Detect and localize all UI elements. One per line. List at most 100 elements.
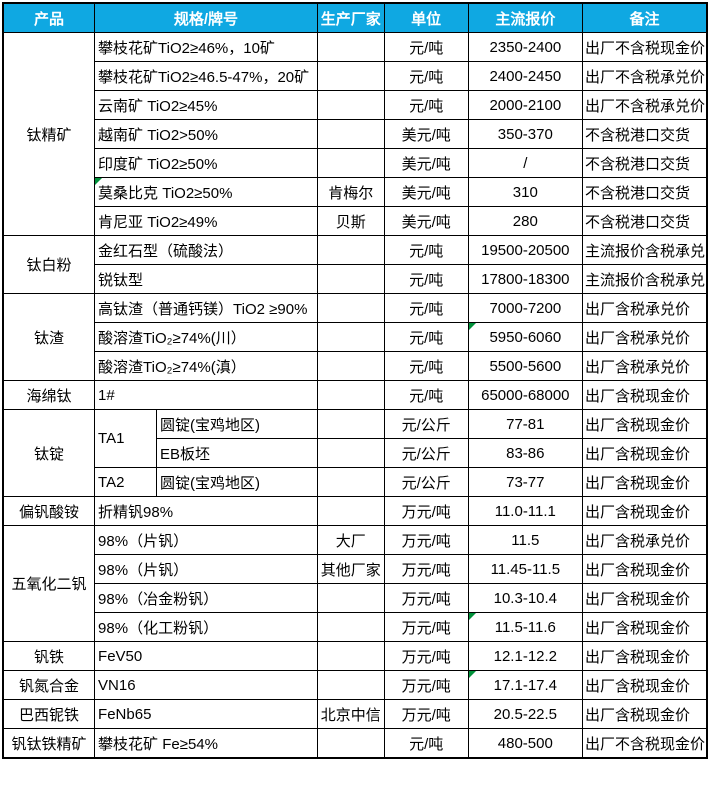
- price-cell: 17.1-17.4: [467, 670, 583, 700]
- manufacturer-cell: [316, 641, 385, 671]
- price-cell: 10.3-10.4: [467, 583, 583, 613]
- unit-cell: 元/吨: [383, 90, 469, 120]
- spec-cell: 1#: [94, 380, 318, 410]
- manufacturer-cell: [316, 409, 385, 439]
- spec-cell: 高钛渣（普通钙镁）TiO2 ≥90%: [94, 293, 318, 323]
- manufacturer-cell: [316, 264, 385, 294]
- note-cell: 不含税港口交货: [581, 177, 708, 207]
- unit-cell: 万元/吨: [383, 641, 469, 671]
- manufacturer-cell: [316, 467, 385, 497]
- manufacturer-cell: [316, 496, 385, 526]
- manufacturer-cell: [316, 322, 385, 352]
- table-row: 酸溶渣TiO₂≥74%(滇） 元/吨 5500-5600 出厂含税承兑价: [3, 351, 708, 381]
- price-cell: 5950-6060: [467, 322, 583, 352]
- ta-grade-cell: TA2: [94, 467, 157, 497]
- price-text: 11.5-11.6: [494, 618, 556, 636]
- table-row: 锐钛型 元/吨 17800-18300 主流报价含税承兑: [3, 264, 708, 294]
- unit-cell: 万元/吨: [383, 612, 469, 642]
- unit-cell: 元/吨: [383, 380, 469, 410]
- note-cell: 出厂含税承兑价: [581, 351, 708, 381]
- table-row: 肯尼亚 TiO2≥49% 贝斯 美元/吨 280 不含税港口交货: [3, 206, 708, 236]
- comment-marker-icon: [469, 671, 476, 678]
- spec-cell: 锐钛型: [94, 264, 318, 294]
- price-cell: 5500-5600: [467, 351, 583, 381]
- spec-cell: EB板坯: [155, 438, 318, 468]
- table-row: 云南矿 TiO2≥45% 元/吨 2000-2100 出厂不含税承兑价: [3, 90, 708, 120]
- unit-cell: 万元/吨: [383, 699, 469, 729]
- spec-cell: 越南矿 TiO2>50%: [94, 119, 318, 149]
- unit-cell: 元/吨: [383, 293, 469, 323]
- table-row: 钒钛铁精矿 攀枝花矿 Fe≥54% 元/吨 480-500 出厂不含税现金价: [2, 728, 708, 759]
- unit-cell: 美元/吨: [383, 148, 469, 178]
- price-text: 5950-6060: [489, 328, 562, 346]
- table-row: 钒氮合金 VN16 万元/吨 17.1-17.4 出厂含税现金价: [2, 670, 708, 700]
- product-cell: 钒氮合金: [2, 670, 96, 700]
- manufacturer-cell: [316, 235, 385, 265]
- spec-cell: 攀枝花矿TiO2≥46.5-47%，20矿: [94, 61, 318, 91]
- product-cell: 钒铁: [2, 641, 96, 671]
- unit-cell: 元/吨: [383, 264, 469, 294]
- spec-cell: 肯尼亚 TiO2≥49%: [94, 206, 318, 236]
- price-cell: 19500-20500: [467, 235, 583, 265]
- unit-cell: 万元/吨: [383, 496, 469, 526]
- note-cell: 出厂含税现金价: [581, 612, 708, 642]
- unit-cell: 元/吨: [383, 322, 469, 352]
- spec-cell: 98%（化工粉钒）: [94, 612, 318, 642]
- unit-cell: 元/公斤: [383, 409, 469, 439]
- note-cell: 出厂含税现金价: [581, 670, 708, 700]
- note-cell: 出厂不含税现金价: [581, 32, 708, 62]
- price-cell: 7000-7200: [467, 293, 583, 323]
- product-cell: 钛渣: [2, 293, 96, 381]
- product-cell: 偏钒酸铵: [2, 496, 96, 526]
- manufacturer-cell: [316, 380, 385, 410]
- header-row: 产品 规格/牌号 生产厂家 单位 主流报价 备注: [2, 2, 708, 33]
- note-cell: 出厂含税现金价: [581, 467, 708, 497]
- price-cell: 17800-18300: [467, 264, 583, 294]
- unit-cell: 元/吨: [383, 728, 469, 759]
- price-cell: 65000-68000: [467, 380, 583, 410]
- unit-cell: 元/吨: [383, 351, 469, 381]
- unit-cell: 美元/吨: [383, 206, 469, 236]
- unit-cell: 美元/吨: [383, 177, 469, 207]
- ta-grade-cell: TA1: [94, 409, 157, 468]
- product-cell: 五氧化二钒: [2, 525, 96, 642]
- note-cell: 不含税港口交货: [581, 148, 708, 178]
- spec-cell: 酸溶渣TiO₂≥74%(滇）: [94, 351, 318, 381]
- spec-cell: 酸溶渣TiO₂≥74%(川）: [94, 322, 318, 352]
- product-cell: 海绵钛: [2, 380, 96, 410]
- spec-cell: FeNb65: [94, 699, 318, 729]
- manufacturer-cell: [316, 583, 385, 613]
- table-row: 98%（片钒） 其他厂家 万元/吨 11.45-11.5 出厂含税现金价: [3, 554, 708, 584]
- table-row: 酸溶渣TiO₂≥74%(川） 元/吨 5950-6060 出厂含税承兑价: [3, 322, 708, 352]
- table-row: 莫桑比克 TiO2≥50% 肯梅尔 美元/吨 310 不含税港口交货: [3, 177, 708, 207]
- manufacturer-cell: [316, 119, 385, 149]
- note-cell: 主流报价含税承兑: [581, 235, 708, 265]
- table-row: 98%（化工粉钒） 万元/吨 11.5-11.6 出厂含税现金价: [3, 612, 708, 642]
- product-cell: 巴西铌铁: [2, 699, 96, 729]
- table-row: 攀枝花矿TiO2≥46.5-47%，20矿 元/吨 2400-2450 出厂不含…: [3, 61, 708, 91]
- spec-cell: 圆锭(宝鸡地区): [155, 467, 318, 497]
- table-body: 钛精矿 攀枝花矿TiO2≥46%，10矿 元/吨 2350-2400 出厂不含税…: [2, 32, 708, 759]
- unit-cell: 元/吨: [383, 32, 469, 62]
- note-cell: 不含税港口交货: [581, 206, 708, 236]
- manufacturer-cell: [316, 438, 385, 468]
- note-cell: 出厂含税现金价: [581, 380, 708, 410]
- unit-cell: 元/公斤: [383, 467, 469, 497]
- note-cell: 出厂含税承兑价: [581, 525, 708, 555]
- price-cell: 12.1-12.2: [467, 641, 583, 671]
- note-cell: 主流报价含税承兑: [581, 264, 708, 294]
- note-cell: 出厂不含税现金价: [581, 728, 708, 759]
- comment-marker-icon: [95, 178, 103, 185]
- note-cell: 出厂含税现金价: [581, 438, 708, 468]
- price-cell: 350-370: [467, 119, 583, 149]
- spec-cell: FeV50: [94, 641, 318, 671]
- price-table: 产品 规格/牌号 生产厂家 单位 主流报价 备注 钛精矿 攀枝花矿TiO2≥46…: [2, 2, 708, 759]
- table-row: 越南矿 TiO2>50% 美元/吨 350-370 不含税港口交货: [3, 119, 708, 149]
- manufacturer-cell: [316, 351, 385, 381]
- header-unit: 单位: [383, 2, 469, 33]
- price-cell: 20.5-22.5: [467, 699, 583, 729]
- spec-cell: 折精钒98%: [94, 496, 318, 526]
- note-cell: 不含税港口交货: [581, 119, 708, 149]
- spec-cell: 98%（片钒）: [94, 525, 318, 555]
- table-row: 钛渣 高钛渣（普通钙镁）TiO2 ≥90% 元/吨 7000-7200 出厂含税…: [2, 293, 708, 381]
